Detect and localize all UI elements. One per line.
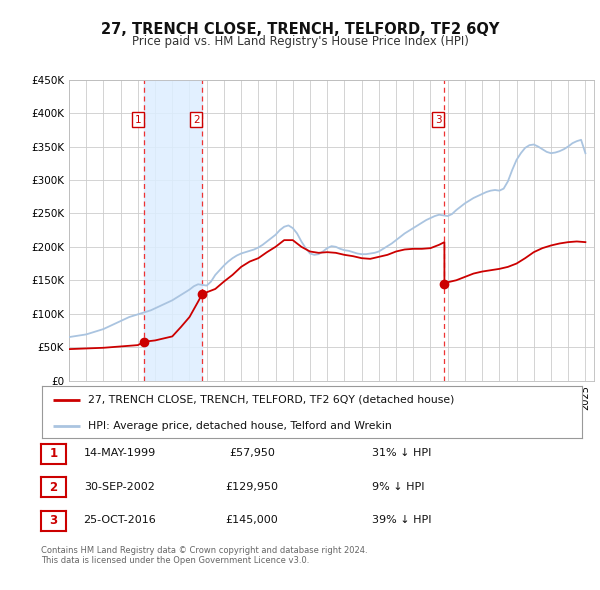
- Text: 14-MAY-1999: 14-MAY-1999: [84, 448, 156, 458]
- Text: 2: 2: [193, 115, 200, 124]
- Bar: [144, 80, 202, 381]
- Text: £57,950: £57,950: [229, 448, 275, 458]
- Text: 31% ↓ HPI: 31% ↓ HPI: [372, 448, 431, 458]
- Text: £145,000: £145,000: [226, 516, 278, 525]
- Text: 3: 3: [435, 115, 442, 124]
- Text: Contains HM Land Registry data © Crown copyright and database right 2024.: Contains HM Land Registry data © Crown c…: [41, 546, 367, 555]
- Text: 25-OCT-2016: 25-OCT-2016: [83, 516, 157, 525]
- Text: HPI: Average price, detached house, Telford and Wrekin: HPI: Average price, detached house, Telf…: [88, 421, 392, 431]
- Text: 27, TRENCH CLOSE, TRENCH, TELFORD, TF2 6QY (detached house): 27, TRENCH CLOSE, TRENCH, TELFORD, TF2 6…: [88, 395, 454, 405]
- Text: 2: 2: [49, 481, 58, 494]
- Text: Price paid vs. HM Land Registry's House Price Index (HPI): Price paid vs. HM Land Registry's House …: [131, 35, 469, 48]
- Text: 9% ↓ HPI: 9% ↓ HPI: [372, 482, 425, 491]
- Text: 1: 1: [49, 447, 58, 460]
- Text: 1: 1: [135, 115, 142, 124]
- Text: 27, TRENCH CLOSE, TRENCH, TELFORD, TF2 6QY: 27, TRENCH CLOSE, TRENCH, TELFORD, TF2 6…: [101, 22, 499, 37]
- Text: 30-SEP-2002: 30-SEP-2002: [85, 482, 155, 491]
- Text: £129,950: £129,950: [226, 482, 278, 491]
- Text: 39% ↓ HPI: 39% ↓ HPI: [372, 516, 431, 525]
- Text: This data is licensed under the Open Government Licence v3.0.: This data is licensed under the Open Gov…: [41, 556, 309, 565]
- Text: 3: 3: [49, 514, 58, 527]
